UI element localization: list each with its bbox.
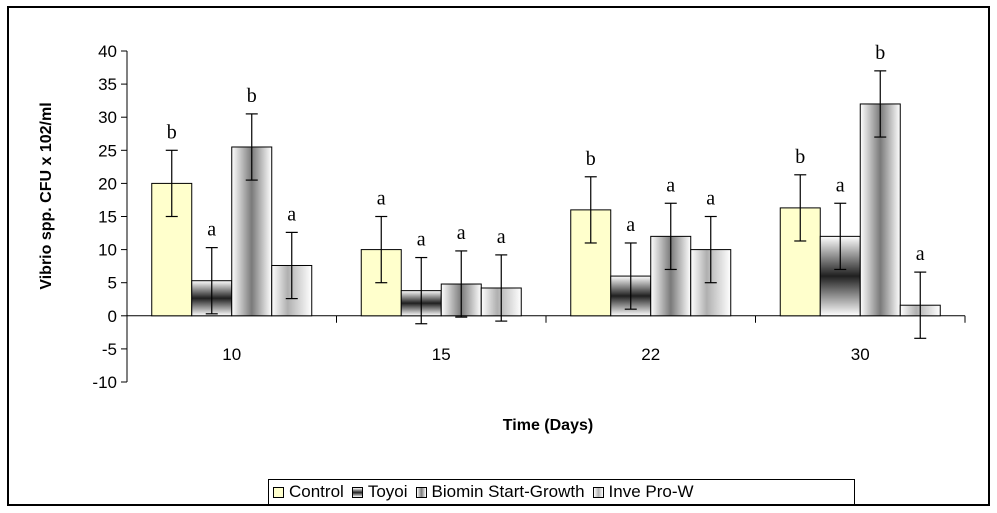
legend-swatch — [273, 486, 284, 498]
significance-label: a — [626, 214, 635, 236]
significance-label: a — [207, 219, 216, 241]
x-tick-label: 30 — [851, 345, 870, 364]
significance-label: a — [417, 229, 426, 251]
y-tick-label: -10 — [92, 373, 117, 392]
y-tick-label: 30 — [98, 108, 117, 127]
significance-label: b — [167, 121, 177, 143]
legend-label: Biomin Start-Growth — [431, 482, 585, 501]
significance-label: b — [795, 146, 805, 168]
bars: b a b b a a a a b a a b a a a a — [151, 42, 941, 339]
y-tick-label: 40 — [98, 42, 117, 61]
y-tick-label: 35 — [98, 75, 117, 94]
x-tick-label: 10 — [222, 345, 241, 364]
legend-label: Inve Pro-W — [608, 482, 694, 501]
legend: Control Toyoi Biomin Start-Growth Inve Pro-… — [268, 479, 855, 505]
y-tick-label: 5 — [108, 274, 117, 293]
significance-label: a — [497, 226, 506, 248]
y-axis-title: Vibrio spp. CFU x 102/ml — [38, 102, 55, 289]
x-tick-label: 15 — [432, 345, 451, 364]
bar-biomin-start-growth-30 — [859, 103, 901, 317]
significance-label: a — [666, 174, 675, 196]
legend-label: Control — [289, 482, 344, 501]
y-tick-label: 25 — [98, 141, 117, 160]
legend-item: Biomin Start-Growth — [415, 482, 585, 502]
significance-label: a — [916, 243, 925, 265]
significance-label: a — [706, 188, 715, 210]
significance-label: a — [457, 222, 466, 244]
significance-label: b — [875, 42, 885, 64]
y-tick-label: 10 — [98, 241, 117, 260]
significance-label: a — [377, 188, 386, 210]
y-tick-label: 20 — [98, 174, 117, 193]
significance-label: b — [247, 85, 257, 107]
legend-item: Control — [273, 482, 344, 502]
significance-label: a — [287, 203, 296, 225]
legend-swatch — [351, 486, 363, 498]
x-axis-title: Time (Days) — [503, 417, 593, 434]
x-tick-label: 22 — [641, 345, 660, 364]
legend-item: Toyoi — [351, 482, 408, 502]
legend-item: Inve Pro-W — [592, 482, 694, 502]
significance-label: b — [586, 148, 596, 170]
y-tick-label: 15 — [98, 208, 117, 227]
legend-label: Toyoi — [367, 482, 408, 501]
legend-swatch — [592, 486, 604, 498]
significance-label: a — [836, 174, 845, 196]
y-tick-label: 0 — [108, 307, 117, 326]
legend-swatch — [415, 486, 427, 498]
y-tick-label: -5 — [102, 340, 117, 359]
axes: -10 -5 0 5 10 15 20 25 30 35 40 10 15 22 30 — [92, 42, 966, 392]
